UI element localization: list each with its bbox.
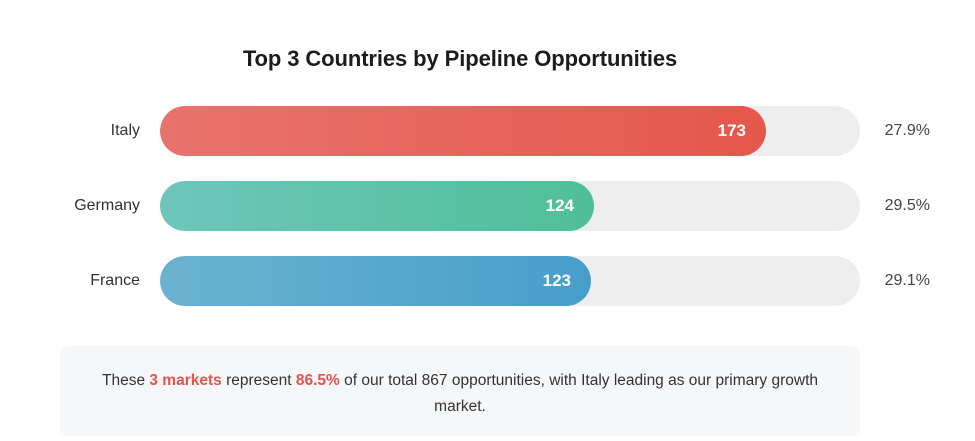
summary-text-3: of our total 867 opportunities, with Ita…	[339, 372, 818, 415]
bar-track-france: 123	[160, 256, 860, 306]
bar-label-italy: Italy	[110, 122, 140, 139]
bar-france: 123	[160, 256, 591, 306]
bar-row-germany: Germany 124 29.5%	[0, 181, 975, 231]
bar-label-france: France	[90, 272, 140, 289]
bar-share-france: 29.1%	[884, 272, 930, 289]
bar-share-italy: 27.9%	[884, 122, 930, 139]
bar-track-germany: 124	[160, 181, 860, 231]
chart-title: Top 3 Countries by Pipeline Opportunitie…	[242, 46, 678, 71]
bar-italy: 173	[160, 106, 766, 156]
bar-germany: 124	[160, 181, 594, 231]
bar-share-germany: 29.5%	[884, 197, 930, 214]
summary-box: These 3 markets represent 86.5% of our t…	[60, 346, 860, 436]
summary-highlight-markets: 3 markets	[149, 372, 222, 389]
bar-value-france: 123	[542, 271, 571, 290]
summary-text-1: These	[101, 372, 150, 389]
bar-row-france: France 123 29.1%	[0, 256, 975, 306]
bar-track-italy: 173	[160, 106, 860, 156]
bar-value-italy: 173	[717, 121, 746, 140]
summary-text-2: represent	[221, 372, 296, 389]
bar-value-germany: 124	[545, 196, 574, 215]
bar-label-germany: Germany	[74, 197, 140, 214]
bar-row-italy: Italy 173 27.9%	[0, 106, 975, 156]
summary-highlight-percent: 86.5%	[295, 372, 340, 389]
